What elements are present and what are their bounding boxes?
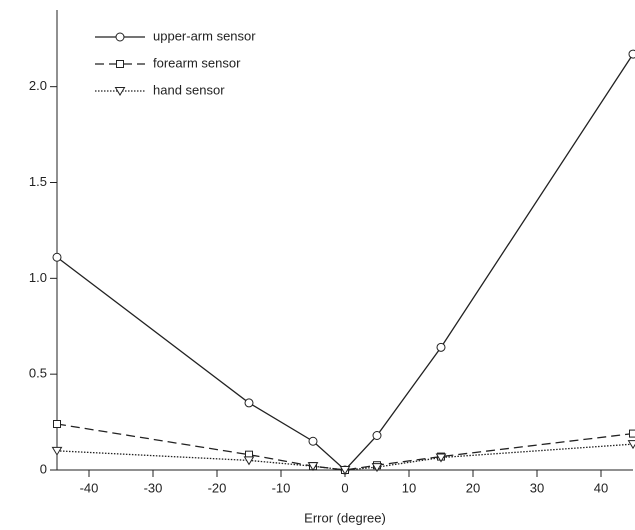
marker	[243, 456, 255, 466]
y-tick-label: 0	[40, 461, 47, 476]
legend-marker	[115, 32, 125, 42]
y-tick-label: 0.5	[29, 366, 47, 381]
marker	[628, 49, 635, 59]
marker	[371, 463, 383, 473]
y-tick-label: 1.5	[29, 174, 47, 189]
y-tick-label: 1.0	[29, 270, 47, 285]
marker	[244, 398, 254, 408]
x-tick-label: 30	[530, 480, 544, 495]
x-tick-label: -20	[208, 480, 227, 495]
legend-marker	[114, 87, 126, 96]
x-tick-label: -40	[80, 480, 99, 495]
series-line	[56, 53, 634, 471]
legend-marker	[116, 60, 124, 68]
marker	[435, 453, 447, 463]
x-tick-label: 0	[341, 480, 348, 495]
x-axis-label: Error (degree)	[304, 510, 386, 525]
marker	[307, 462, 319, 472]
marker	[436, 342, 446, 352]
x-tick-label: 20	[466, 480, 480, 495]
legend-label: upper-arm sensor	[153, 28, 256, 43]
marker	[308, 436, 318, 446]
x-tick-label: -10	[272, 480, 291, 495]
x-tick-label: 10	[402, 480, 416, 495]
marker	[51, 446, 63, 456]
series-line	[56, 423, 634, 471]
x-tick-label: 40	[594, 480, 608, 495]
legend-label: hand sensor	[153, 82, 225, 97]
marker	[52, 252, 62, 262]
marker	[53, 420, 61, 428]
marker	[629, 429, 635, 438]
y-tick-label: 2.0	[29, 78, 47, 93]
legend-label: forearm sensor	[153, 55, 241, 70]
marker	[627, 440, 635, 450]
marker	[372, 431, 382, 440]
marker	[339, 466, 351, 475]
x-tick-label: -30	[144, 480, 163, 495]
